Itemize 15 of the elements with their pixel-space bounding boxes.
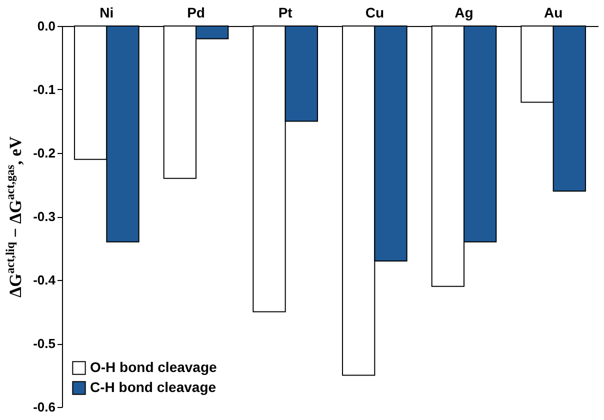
legend-label: O-H bond cleavage (90, 359, 218, 375)
x-tick-label: Au (544, 4, 563, 20)
x-tick-label: Ni (100, 4, 114, 20)
y-tick-label: -0.6 (33, 400, 56, 414)
legend-label: C-H bond cleavage (90, 379, 216, 395)
y-tick-label: -0.2 (33, 146, 56, 160)
y-tick-label: -0.1 (33, 82, 56, 97)
x-tick-label: Cu (365, 4, 384, 20)
x-tick-label: Pt (278, 4, 293, 20)
x-tick-label: Pd (187, 4, 205, 20)
x-tick-label: Ag (454, 4, 474, 20)
y-tick-label: -0.5 (33, 336, 56, 351)
y-tick-label: -0.4 (33, 272, 56, 288)
y-tick-label: 0.0 (37, 18, 56, 34)
y-tick-label: -0.3 (33, 209, 56, 224)
